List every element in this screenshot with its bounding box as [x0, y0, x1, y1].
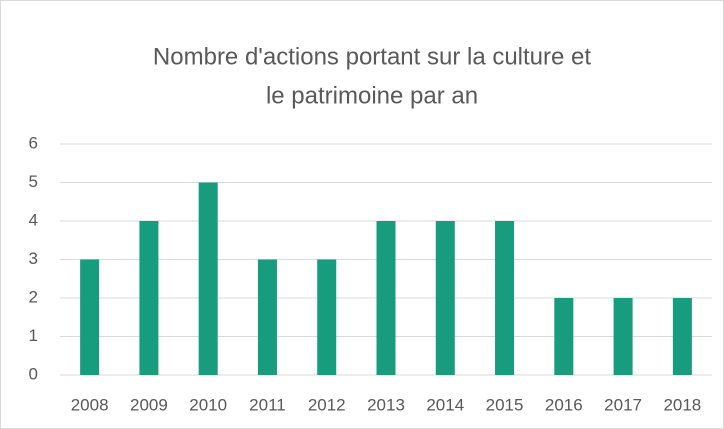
y-tick-label: 4: [29, 210, 38, 229]
x-tick-label: 2016: [545, 395, 583, 414]
x-tick-label: 2013: [367, 395, 405, 414]
x-tick-label: 2010: [189, 395, 227, 414]
x-tick-label: 2011: [249, 395, 286, 414]
chart-title: le patrimoine par an: [266, 82, 478, 109]
x-tick-label: 2015: [486, 395, 524, 414]
y-tick-label: 1: [29, 326, 38, 345]
x-tick-label: 2012: [308, 395, 346, 414]
bar: [139, 221, 159, 375]
bar: [435, 221, 455, 375]
bar: [495, 221, 515, 375]
bar: [80, 259, 100, 375]
bar: [257, 259, 277, 375]
bar: [317, 259, 337, 375]
bar: [554, 298, 574, 375]
x-tick-label: 2014: [426, 395, 464, 414]
bar: [376, 221, 396, 375]
x-tick-label: 2008: [71, 395, 109, 414]
bar: [672, 298, 692, 375]
x-tick-label: 2017: [604, 395, 642, 414]
y-tick-label: 5: [29, 172, 38, 191]
y-tick-label: 6: [29, 133, 38, 152]
y-tick-label: 0: [29, 364, 38, 383]
bar: [613, 298, 633, 375]
x-tick-label: 2018: [663, 395, 701, 414]
y-tick-label: 3: [29, 249, 38, 268]
bar: [198, 182, 218, 375]
y-tick-label: 2: [29, 287, 38, 306]
x-tick-label: 2009: [130, 395, 168, 414]
chart-title: Nombre d'actions portant sur la culture …: [153, 43, 591, 70]
